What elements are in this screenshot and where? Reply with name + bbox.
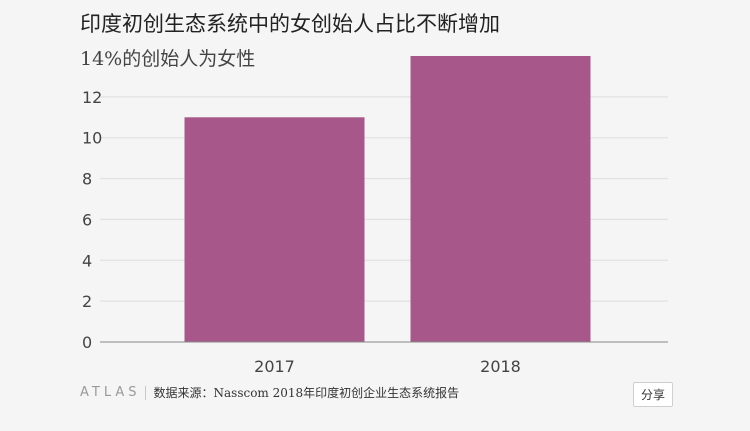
x-tick-label: 2018 — [480, 357, 521, 376]
atlas-logo: ATLAS — [80, 385, 141, 400]
chart-subtitle: 14%的创始人为女性 — [80, 48, 256, 70]
bar-2018 — [410, 56, 591, 342]
chart-title: 印度初创生态系统中的女创始人占比不断增加 — [80, 12, 500, 36]
y-tick-label: 12 — [82, 88, 102, 107]
y-tick-label: 6 — [82, 210, 92, 229]
footer: ATLAS 数据来源：Nasscom 2018年印度初创企业生态系统报告 — [80, 384, 459, 401]
share-button[interactable]: 分享 — [632, 382, 673, 407]
y-tick-label: 8 — [82, 170, 92, 189]
source-note: 数据来源：Nasscom 2018年印度初创企业生态系统报告 — [153, 386, 460, 400]
y-tick-label: 10 — [82, 129, 102, 148]
x-tick-label: 2017 — [254, 357, 295, 376]
y-tick-label: 0 — [82, 333, 92, 352]
footer-divider — [144, 385, 146, 400]
y-tick-label: 2 — [82, 292, 92, 311]
y-tick-label: 4 — [82, 251, 92, 270]
bar-2017 — [184, 117, 365, 343]
